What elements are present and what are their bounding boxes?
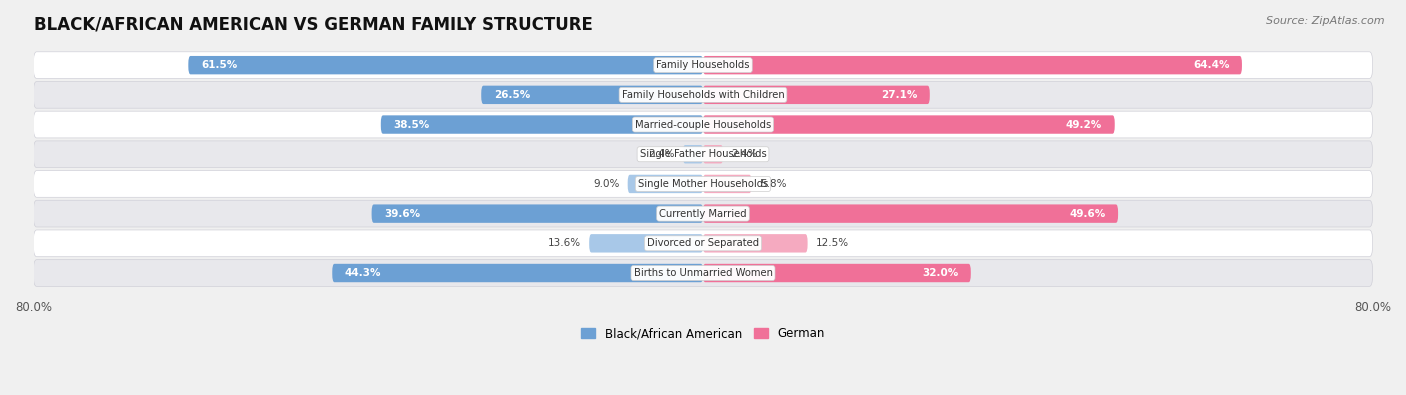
FancyBboxPatch shape — [34, 141, 1372, 167]
FancyBboxPatch shape — [188, 56, 703, 74]
Text: 9.0%: 9.0% — [593, 179, 619, 189]
Text: Single Father Households: Single Father Households — [640, 149, 766, 159]
Text: Currently Married: Currently Married — [659, 209, 747, 218]
FancyBboxPatch shape — [703, 145, 723, 164]
FancyBboxPatch shape — [627, 175, 703, 193]
Text: 32.0%: 32.0% — [922, 268, 959, 278]
FancyBboxPatch shape — [34, 52, 1372, 79]
Text: Family Households with Children: Family Households with Children — [621, 90, 785, 100]
FancyBboxPatch shape — [34, 171, 1372, 197]
Text: 2.4%: 2.4% — [648, 149, 675, 159]
Text: Family Households: Family Households — [657, 60, 749, 70]
FancyBboxPatch shape — [34, 200, 1372, 227]
FancyBboxPatch shape — [481, 86, 703, 104]
Text: 61.5%: 61.5% — [201, 60, 238, 70]
Text: 13.6%: 13.6% — [548, 238, 581, 248]
Text: 26.5%: 26.5% — [494, 90, 530, 100]
FancyBboxPatch shape — [34, 260, 1372, 286]
FancyBboxPatch shape — [34, 230, 1372, 257]
Legend: Black/African American, German: Black/African American, German — [576, 322, 830, 345]
Text: 27.1%: 27.1% — [882, 90, 917, 100]
Text: Births to Unmarried Women: Births to Unmarried Women — [634, 268, 772, 278]
FancyBboxPatch shape — [703, 205, 1118, 223]
Text: BLACK/AFRICAN AMERICAN VS GERMAN FAMILY STRUCTURE: BLACK/AFRICAN AMERICAN VS GERMAN FAMILY … — [34, 15, 592, 33]
FancyBboxPatch shape — [34, 111, 1372, 138]
FancyBboxPatch shape — [683, 145, 703, 164]
FancyBboxPatch shape — [703, 175, 752, 193]
Text: 12.5%: 12.5% — [815, 238, 849, 248]
Text: Divorced or Separated: Divorced or Separated — [647, 238, 759, 248]
FancyBboxPatch shape — [34, 81, 1372, 108]
Text: 2.4%: 2.4% — [731, 149, 758, 159]
Text: 49.2%: 49.2% — [1066, 120, 1102, 130]
Text: 38.5%: 38.5% — [394, 120, 430, 130]
FancyBboxPatch shape — [703, 86, 929, 104]
FancyBboxPatch shape — [371, 205, 703, 223]
FancyBboxPatch shape — [703, 234, 807, 252]
Text: 5.8%: 5.8% — [759, 179, 786, 189]
Text: Single Mother Households: Single Mother Households — [638, 179, 768, 189]
FancyBboxPatch shape — [589, 234, 703, 252]
FancyBboxPatch shape — [381, 115, 703, 134]
Text: 64.4%: 64.4% — [1192, 60, 1229, 70]
FancyBboxPatch shape — [332, 264, 703, 282]
Text: 49.6%: 49.6% — [1070, 209, 1105, 218]
FancyBboxPatch shape — [703, 56, 1241, 74]
FancyBboxPatch shape — [703, 264, 970, 282]
Text: 44.3%: 44.3% — [344, 268, 381, 278]
Text: Married-couple Households: Married-couple Households — [636, 120, 770, 130]
Text: Source: ZipAtlas.com: Source: ZipAtlas.com — [1267, 16, 1385, 26]
FancyBboxPatch shape — [703, 115, 1115, 134]
Text: 39.6%: 39.6% — [384, 209, 420, 218]
